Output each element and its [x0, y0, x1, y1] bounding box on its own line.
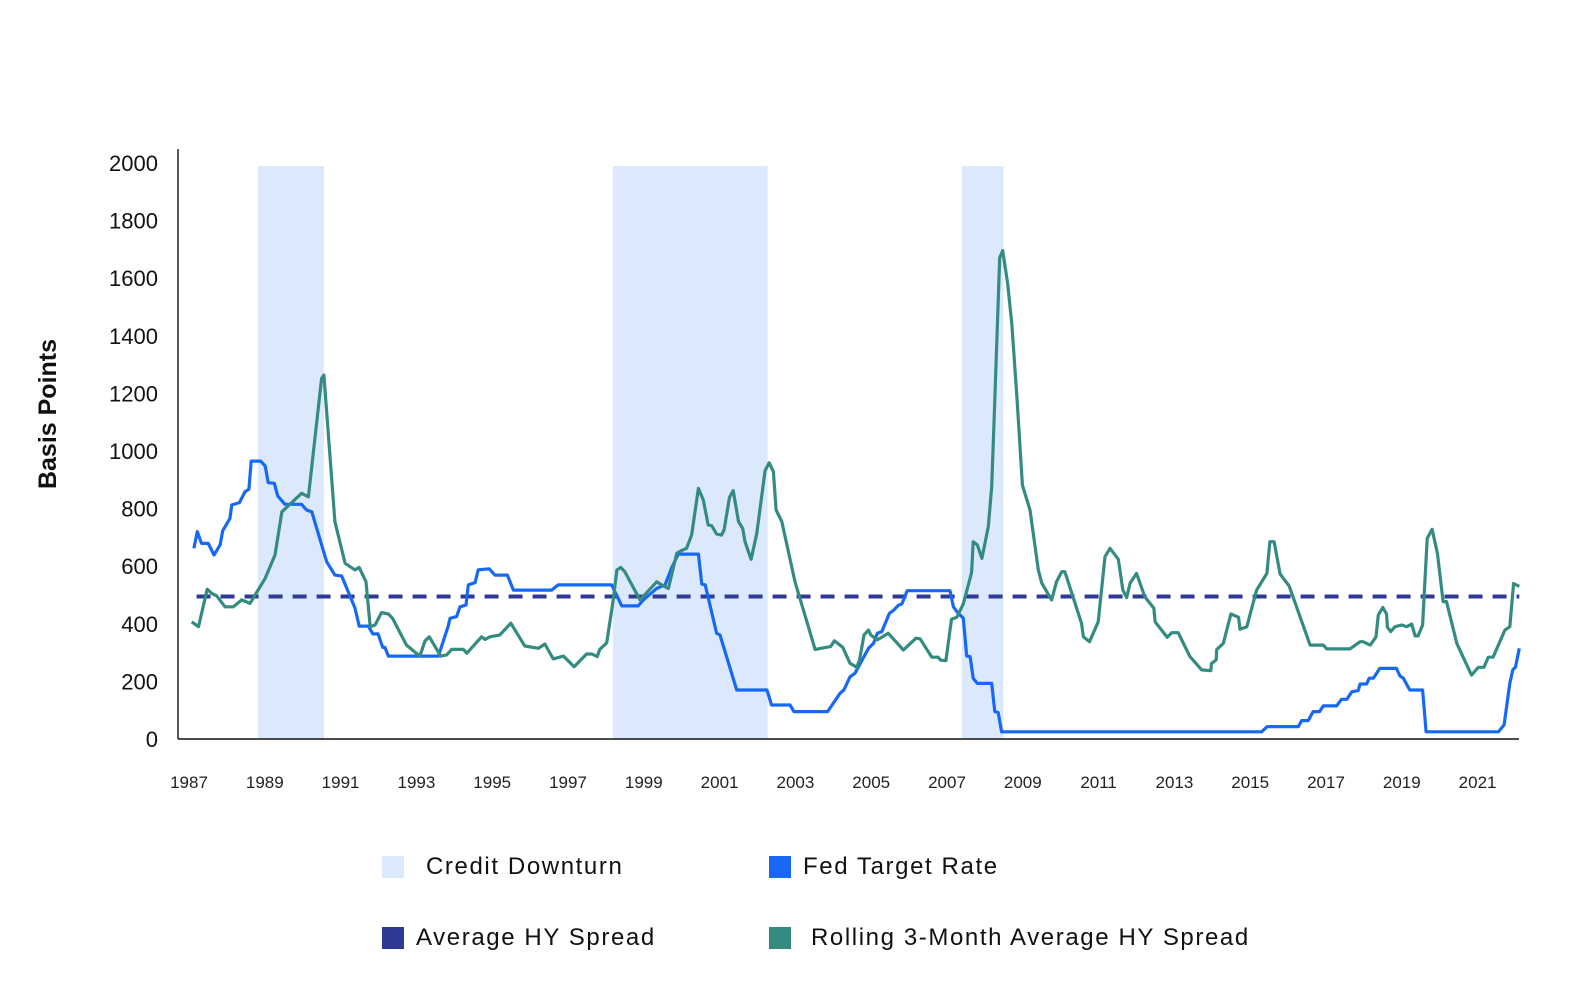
x-tick-label: 2021 — [1459, 773, 1497, 792]
rolling-hy-spread-line — [190, 249, 1521, 677]
legend-item-rolling-hy-spread: Rolling 3-Month Average HY Spread — [769, 924, 1250, 952]
legend-item-fed-target-rate: Fed Target Rate — [769, 853, 999, 881]
x-tick-label: 2003 — [776, 773, 814, 792]
x-tick-label: 1999 — [625, 773, 663, 792]
x-axis-ticks: 1987 1989 1991 1993 1995 1997 1999 2001 2003 2005… — [170, 773, 1496, 792]
x-tick-label: 1989 — [246, 773, 284, 792]
fed-target-rate-line — [192, 459, 1521, 734]
x-tick-label: 2019 — [1383, 773, 1421, 792]
y-tick-label: 1400 — [109, 324, 158, 349]
credit-downturn-region — [961, 166, 1004, 739]
y-tick-label: 1200 — [109, 381, 158, 406]
fed-target-rate-swatch — [769, 856, 791, 878]
x-tick-label: 2009 — [1004, 773, 1042, 792]
y-tick-label: 2000 — [109, 151, 158, 176]
y-tick-label: 800 — [121, 497, 158, 522]
rolling-hy-spread-swatch — [769, 927, 791, 949]
x-tick-label: 1987 — [170, 773, 208, 792]
x-tick-label: 2005 — [852, 773, 890, 792]
legend-label: Credit Downturn — [426, 853, 624, 880]
x-tick-label: 2011 — [1080, 773, 1117, 792]
legend-item-credit-downturn: Credit Downturn — [382, 853, 623, 881]
x-tick-label: 1997 — [549, 773, 587, 792]
legend-item-average-hy-spread: Average HY Spread — [382, 924, 656, 952]
y-axis-ticks: 0 200 400 600 800 1000 1200 1400 1600 1800 2000 — [109, 151, 158, 752]
x-tick-label: 2017 — [1307, 773, 1345, 792]
credit-downturn-regions — [257, 166, 1004, 739]
y-tick-label: 0 — [146, 727, 158, 752]
legend-label: Average HY Spread — [416, 924, 656, 951]
x-tick-label: 2013 — [1155, 773, 1193, 792]
credit-downturn-region — [612, 166, 768, 739]
x-tick-label: 2001 — [701, 773, 739, 792]
x-tick-label: 2015 — [1231, 773, 1269, 792]
x-tick-label: 1995 — [473, 773, 511, 792]
average-hy-spread-swatch — [382, 927, 404, 949]
y-tick-label: 1000 — [109, 439, 158, 464]
legend-label: Rolling 3-Month Average HY Spread — [811, 924, 1250, 951]
y-tick-label: 1600 — [109, 266, 158, 291]
y-axis-title: Basis Points — [34, 339, 62, 489]
legend-label: Fed Target Rate — [803, 853, 999, 880]
y-tick-label: 200 — [121, 669, 158, 694]
series-lines — [190, 249, 1521, 734]
x-tick-label: 1993 — [397, 773, 435, 792]
x-tick-label: 1991 — [322, 773, 360, 792]
y-tick-label: 600 — [121, 554, 158, 579]
y-tick-label: 1800 — [109, 209, 158, 234]
x-tick-label: 2007 — [928, 773, 966, 792]
y-tick-label: 400 — [121, 612, 158, 637]
credit-downturn-swatch — [382, 856, 404, 878]
